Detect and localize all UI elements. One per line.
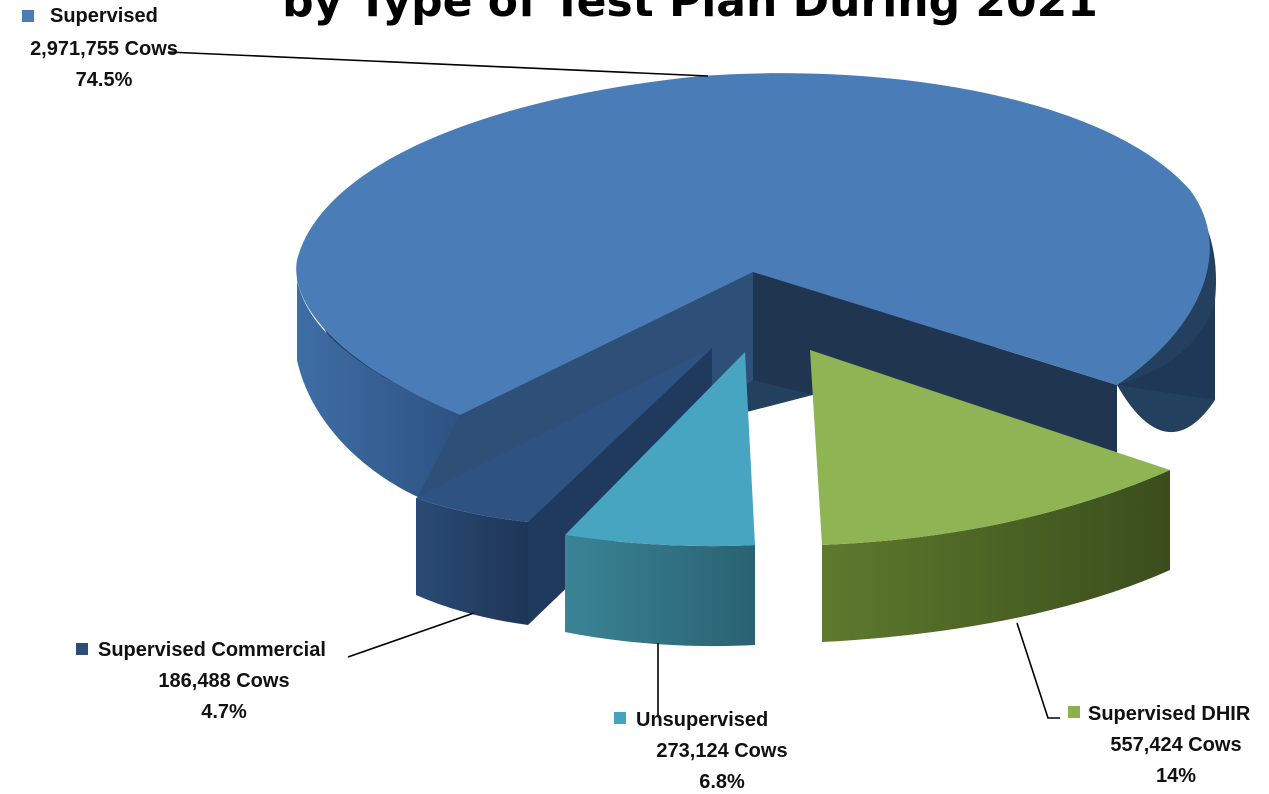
slice-supervised-left-wall [297,280,460,497]
label-commercial-percent: 4.7% [201,701,247,723]
leader-supervised [167,51,709,77]
leader-dhir [1016,622,1060,719]
label-supervised-name: Supervised [50,5,158,27]
slice-supervised-inner-wall-b [753,272,1215,400]
label-dhir-percent: 14% [1156,765,1196,787]
label-unsupervised-percent: 6.8% [699,771,745,793]
label-unsupervised-name: Unsupervised [636,709,768,731]
label-supervised-cows: 2,971,755 Cows [30,38,178,60]
label-commercial-cows: 186,488 Cows [158,670,289,692]
label-commercial-name: Supervised Commercial [98,639,326,661]
slice-commercial-front [416,498,528,625]
legend-swatch-commercial [76,643,88,655]
label-unsupervised-cows: 273,124 Cows [656,740,787,762]
chart-title: by Type of Test Plan During 2021 [282,0,1098,27]
legend-swatch-supervised [22,10,34,22]
label-dhir-cows: 557,424 Cows [1110,734,1241,756]
slice-unsupervised-front [565,535,755,647]
legend-swatch-unsupervised [614,712,626,724]
slice-dhir-top [810,350,1170,545]
slice-supervised-dhir [810,350,1170,642]
slice-supervised [296,73,1217,522]
label-supervised-percent: 74.5% [76,69,133,91]
legend-swatch-dhir [1068,706,1080,718]
slice-supervised-top [296,73,1210,415]
slice-commercial-top [416,348,712,522]
slice-dhir-front [822,470,1170,642]
slice-unsupervised-top [565,352,755,547]
label-dhir-name: Supervised DHIR [1088,703,1251,725]
leader-commercial [347,612,475,658]
slice-unsupervised [565,352,755,647]
